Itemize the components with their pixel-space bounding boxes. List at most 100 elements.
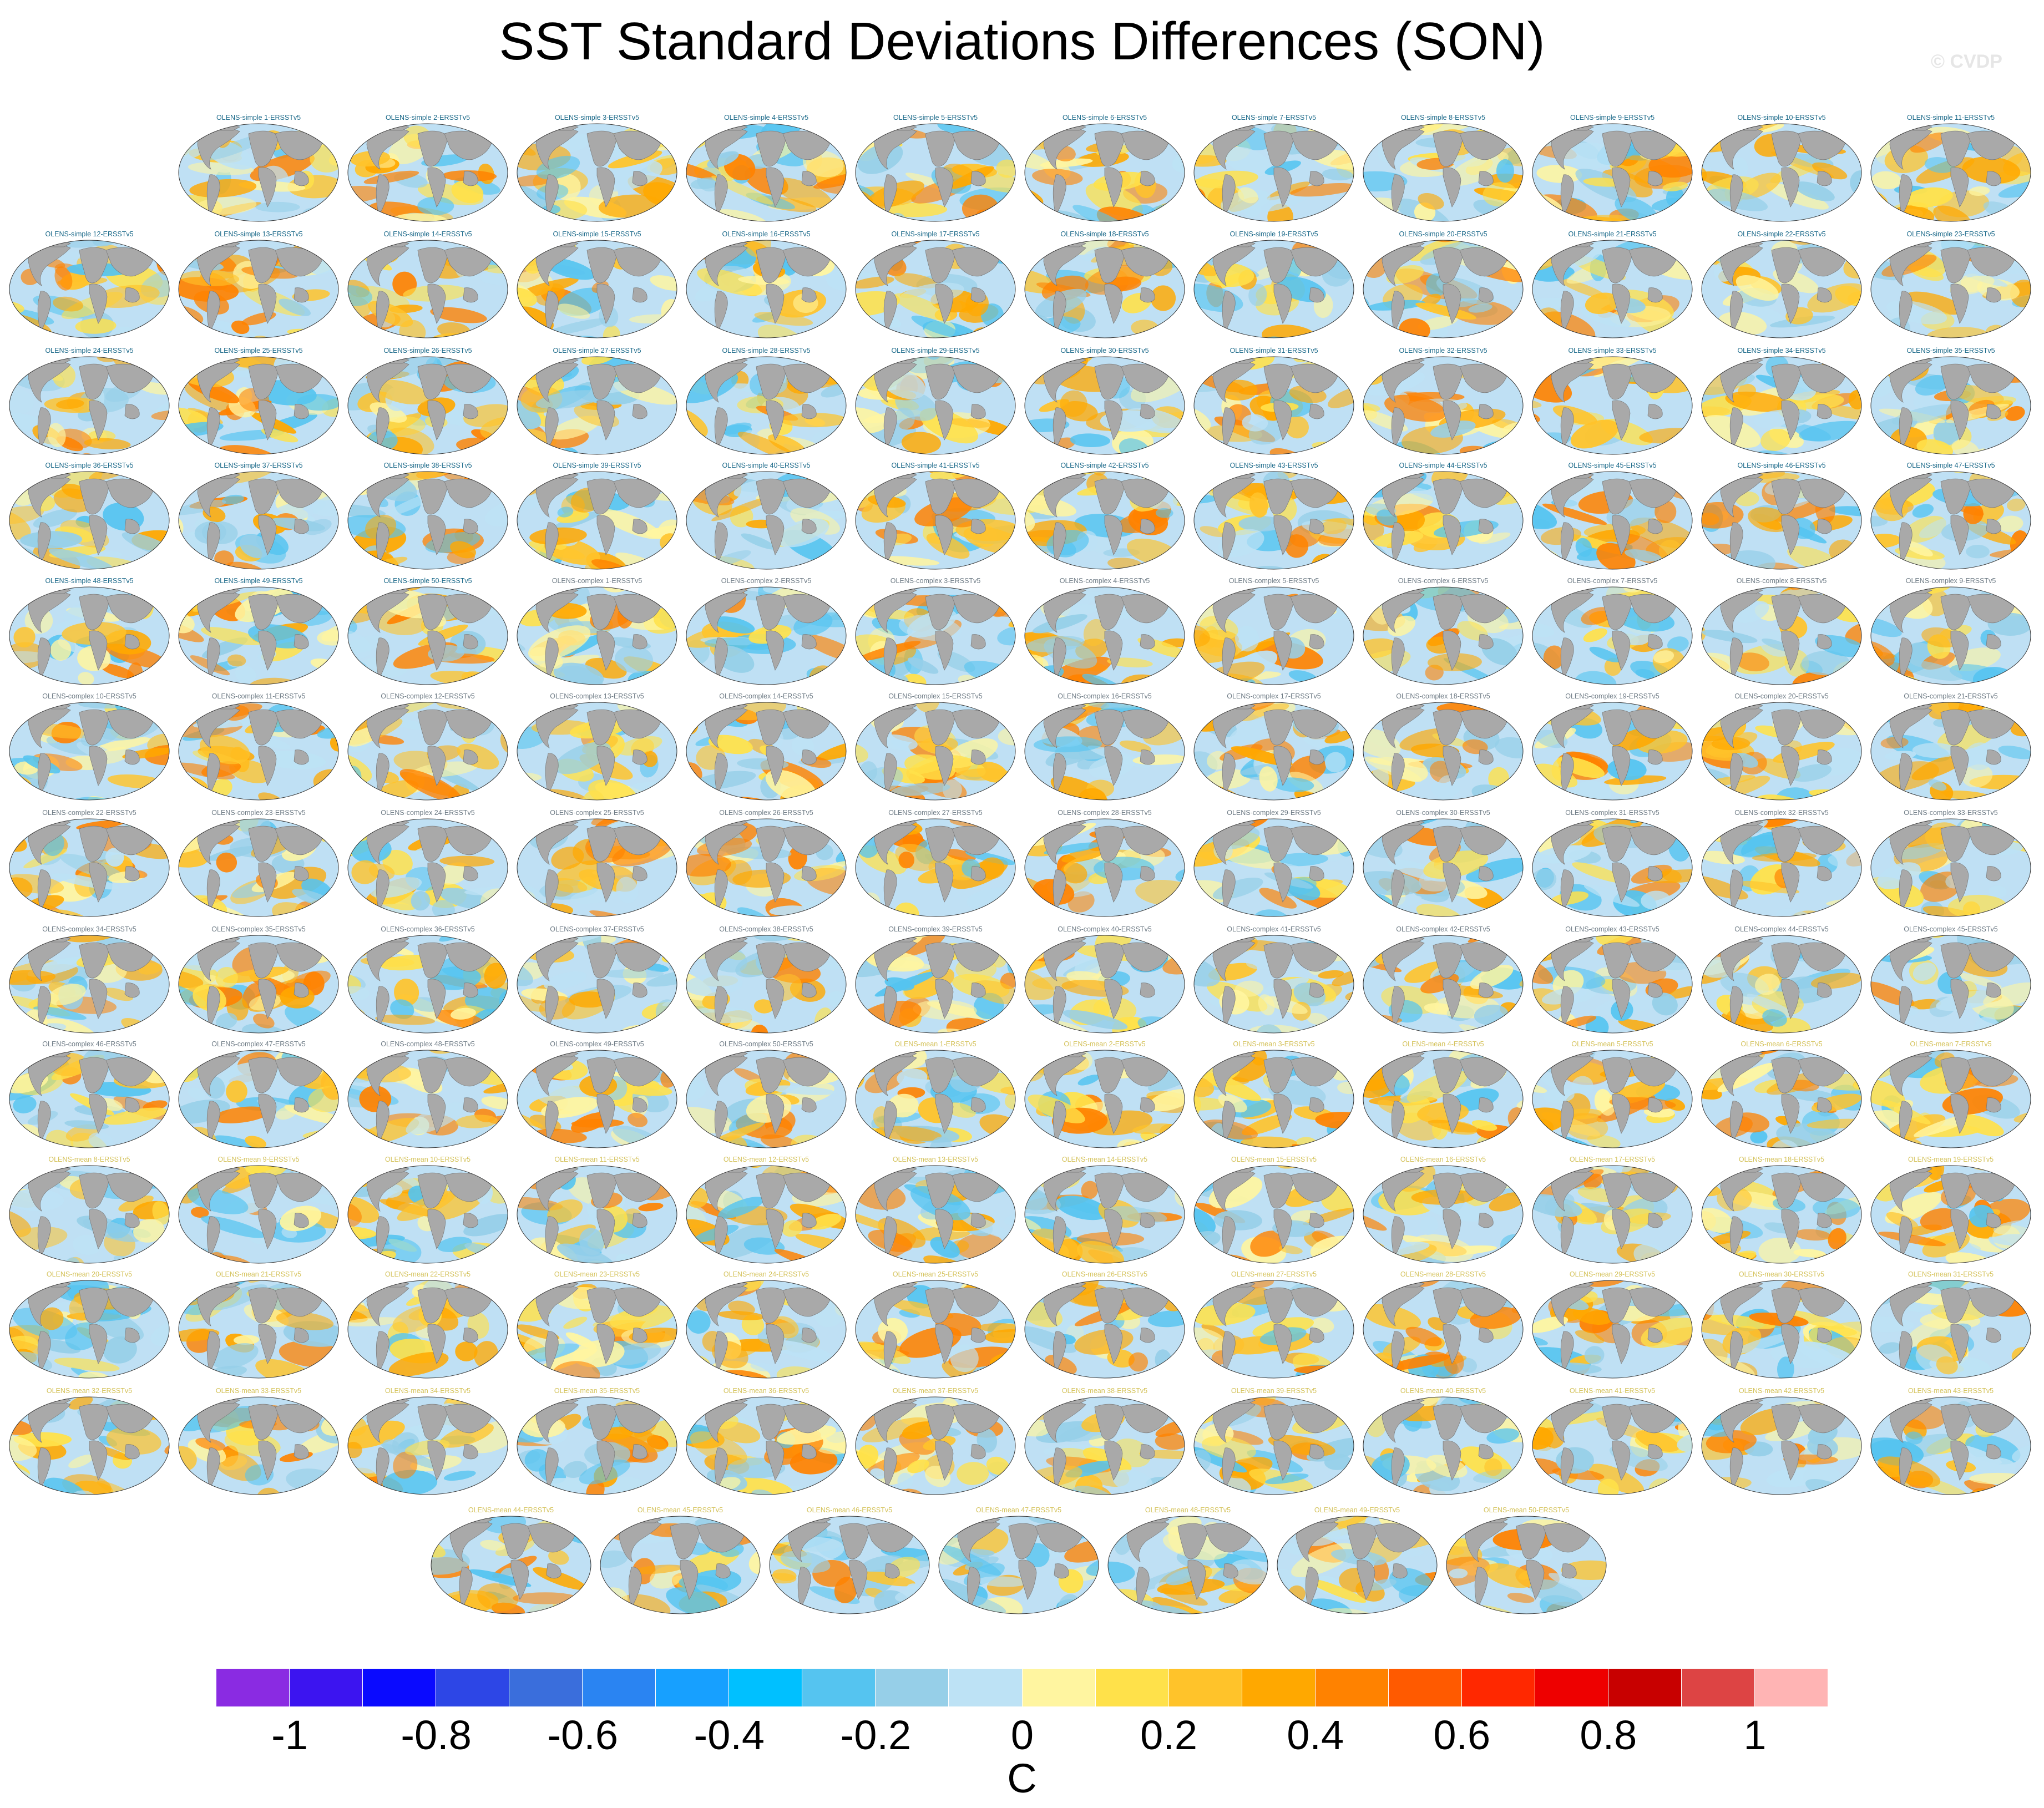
panel-title: OLENS-simple 6-ERSSTv5 bbox=[1062, 114, 1147, 121]
world-map-icon bbox=[686, 1050, 847, 1148]
map-panel: OLENS-simple 39-ERSSTv5 bbox=[516, 462, 678, 570]
panel-title: OLENS-complex 46-ERSSTv5 bbox=[42, 1040, 136, 1048]
map-panel: OLENS-simple 17-ERSSTv5 bbox=[854, 230, 1016, 339]
panel-title: OLENS-simple 24-ERSSTv5 bbox=[45, 347, 134, 354]
map-panel: OLENS-mean 1-ERSSTv5 bbox=[854, 1040, 1016, 1149]
panel-title: OLENS-simple 20-ERSSTv5 bbox=[1399, 230, 1488, 238]
panel-title: OLENS-mean 40-ERSSTv5 bbox=[1400, 1387, 1486, 1395]
panel-title: OLENS-complex 35-ERSSTv5 bbox=[211, 925, 306, 933]
panel-title: OLENS-mean 23-ERSSTv5 bbox=[554, 1270, 640, 1278]
map-panel: OLENS-mean 33-ERSSTv5 bbox=[178, 1387, 340, 1496]
map-panel: OLENS-complex 9-ERSSTv5 bbox=[1870, 577, 2032, 686]
panel-title: OLENS-mean 17-ERSSTv5 bbox=[1569, 1156, 1656, 1163]
panel-title: OLENS-complex 29-ERSSTv5 bbox=[1227, 809, 1321, 817]
panel-title: OLENS-mean 32-ERSSTv5 bbox=[46, 1387, 133, 1395]
panel-title: OLENS-simple 10-ERSSTv5 bbox=[1737, 114, 1826, 121]
panel-grid: OLENS-simple 1-ERSSTv5 OLENS-simple 2-ERS… bbox=[8, 114, 2032, 1615]
colorbar-tick-label: -0.6 bbox=[547, 1712, 618, 1758]
map-panel: OLENS-mean 32-ERSSTv5 bbox=[8, 1387, 170, 1496]
map-panel: OLENS-simple 8-ERSSTv5 bbox=[1362, 114, 1524, 222]
map-panel: OLENS-complex 11-ERSSTv5 bbox=[178, 692, 340, 801]
map-panel: OLENS-complex 43-ERSSTv5 bbox=[1531, 925, 1693, 1034]
map-panel: OLENS-simple 34-ERSSTv5 bbox=[1701, 347, 1863, 455]
panel-title: OLENS-mean 44-ERSSTv5 bbox=[468, 1506, 554, 1514]
panel-title: OLENS-simple 11-ERSSTv5 bbox=[1906, 114, 1995, 121]
map-panel: OLENS-simple 31-ERSSTv5 bbox=[1193, 347, 1355, 455]
world-map-icon bbox=[1870, 1165, 2031, 1264]
world-map-icon bbox=[347, 1396, 508, 1495]
world-map-icon bbox=[1532, 471, 1693, 570]
world-map-icon bbox=[1532, 123, 1693, 222]
world-map-icon bbox=[1363, 240, 1524, 338]
world-map-icon bbox=[9, 471, 170, 570]
world-map-icon bbox=[855, 1050, 1016, 1148]
colorbar-box bbox=[1681, 1669, 1755, 1706]
panel-title: OLENS-simple 38-ERSSTv5 bbox=[383, 462, 472, 469]
panel-title: OLENS-simple 3-ERSSTv5 bbox=[554, 114, 640, 121]
map-panel: OLENS-complex 36-ERSSTv5 bbox=[347, 925, 509, 1034]
colorbar-box bbox=[876, 1669, 949, 1706]
panel-title: OLENS-complex 20-ERSSTv5 bbox=[1734, 692, 1829, 700]
world-map-icon bbox=[1363, 123, 1524, 222]
map-panel: OLENS-simple 33-ERSSTv5 bbox=[1531, 347, 1693, 455]
map-panel: OLENS-simple 21-ERSSTv5 bbox=[1531, 230, 1693, 339]
world-map-icon bbox=[9, 818, 170, 917]
panel-title: OLENS-mean 34-ERSSTv5 bbox=[384, 1387, 471, 1395]
world-map-icon bbox=[517, 1280, 677, 1379]
panel-title: OLENS-simple 40-ERSSTv5 bbox=[722, 462, 811, 469]
map-panel: OLENS-complex 20-ERSSTv5 bbox=[1701, 692, 1863, 801]
panel-title: OLENS-simple 15-ERSSTv5 bbox=[553, 230, 641, 238]
colorbar-box bbox=[1535, 1669, 1608, 1706]
map-panel: OLENS-simple 22-ERSSTv5 bbox=[1701, 230, 1863, 339]
world-map-icon bbox=[1193, 1280, 1354, 1379]
panel-title: OLENS-mean 11-ERSSTv5 bbox=[554, 1156, 640, 1163]
colorbar-box bbox=[216, 1669, 290, 1706]
panel-title: OLENS-simple 34-ERSSTv5 bbox=[1737, 347, 1826, 354]
world-map-icon bbox=[1701, 1165, 1862, 1264]
world-map-icon bbox=[1193, 1050, 1354, 1148]
world-map-icon bbox=[1532, 1165, 1693, 1264]
map-panel: OLENS-complex 31-ERSSTv5 bbox=[1531, 809, 1693, 918]
panel-title: OLENS-simple 26-ERSSTv5 bbox=[383, 347, 472, 354]
panel-title: OLENS-simple 31-ERSSTv5 bbox=[1230, 347, 1318, 354]
world-map-icon bbox=[1532, 1396, 1693, 1495]
map-panel: OLENS-simple 43-ERSSTv5 bbox=[1193, 462, 1355, 570]
world-map-icon bbox=[178, 240, 339, 338]
panel-title: OLENS-simple 8-ERSSTv5 bbox=[1400, 114, 1486, 121]
colorbar-box bbox=[363, 1669, 437, 1706]
world-map-icon bbox=[686, 1396, 847, 1495]
panel-title: OLENS-complex 22-ERSSTv5 bbox=[42, 809, 136, 817]
map-panel: OLENS-complex 4-ERSSTv5 bbox=[1024, 577, 1186, 686]
panel-title: OLENS-complex 2-ERSSTv5 bbox=[721, 577, 812, 585]
map-panel: OLENS-complex 33-ERSSTv5 bbox=[1870, 809, 2032, 918]
panel-title: OLENS-mean 28-ERSSTv5 bbox=[1400, 1270, 1486, 1278]
world-map-icon bbox=[9, 586, 170, 685]
panel-title: OLENS-mean 41-ERSSTv5 bbox=[1569, 1387, 1656, 1395]
world-map-icon bbox=[1363, 471, 1524, 570]
map-panel: OLENS-simple 50-ERSSTv5 bbox=[347, 577, 509, 686]
world-map-icon bbox=[1870, 935, 2031, 1034]
map-panel: OLENS-complex 39-ERSSTv5 bbox=[854, 925, 1016, 1034]
map-panel: OLENS-complex 3-ERSSTv5 bbox=[854, 577, 1016, 686]
colorbar-box bbox=[1022, 1669, 1096, 1706]
map-panel: OLENS-mean 40-ERSSTv5 bbox=[1362, 1387, 1524, 1496]
map-panel: OLENS-mean 17-ERSSTv5 bbox=[1531, 1156, 1693, 1264]
map-panel: OLENS-simple 40-ERSSTv5 bbox=[685, 462, 847, 570]
map-panel: OLENS-simple 9-ERSSTv5 bbox=[1531, 114, 1693, 222]
map-panel: OLENS-complex 25-ERSSTv5 bbox=[516, 809, 678, 918]
panel-title: OLENS-complex 17-ERSSTv5 bbox=[1227, 692, 1321, 700]
map-panel: OLENS-mean 7-ERSSTv5 bbox=[1870, 1040, 2032, 1149]
panel-title: OLENS-simple 19-ERSSTv5 bbox=[1230, 230, 1318, 238]
world-map-icon bbox=[686, 586, 847, 685]
panel-title: OLENS-simple 2-ERSSTv5 bbox=[385, 114, 470, 121]
colorbar-box bbox=[583, 1669, 656, 1706]
map-panel: OLENS-simple 48-ERSSTv5 bbox=[8, 577, 170, 686]
world-map-icon bbox=[1870, 1280, 2031, 1379]
map-panel: OLENS-mean 47-ERSSTv5 bbox=[938, 1506, 1100, 1615]
panel-title: OLENS-simple 45-ERSSTv5 bbox=[1568, 462, 1657, 469]
panel-title: OLENS-simple 43-ERSSTv5 bbox=[1230, 462, 1318, 469]
map-panel: OLENS-simple 20-ERSSTv5 bbox=[1362, 230, 1524, 339]
panel-title: OLENS-mean 20-ERSSTv5 bbox=[46, 1270, 133, 1278]
world-map-icon bbox=[347, 1280, 508, 1379]
world-map-icon bbox=[178, 702, 339, 801]
